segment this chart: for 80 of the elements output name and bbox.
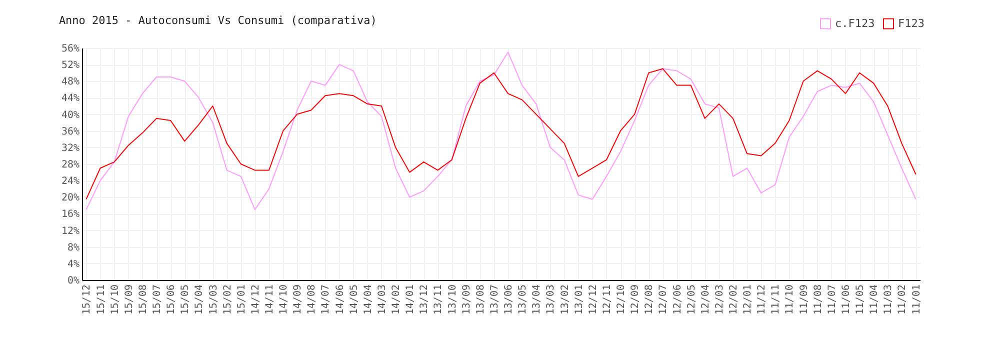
legend-label: F123 — [898, 16, 924, 30]
x-tick-label: 11/08 — [812, 284, 824, 315]
x-tick-label: 11/01 — [911, 284, 922, 315]
x-tick-label: 14/05 — [348, 284, 360, 315]
x-tick-label: 15/05 — [180, 284, 192, 315]
x-tick-label: 13/01 — [574, 284, 585, 315]
y-tick-label: 16% — [61, 209, 80, 220]
x-tick-label: 15/04 — [194, 284, 206, 315]
x-tick-label: 14/06 — [334, 284, 346, 315]
x-tick-label: 13/06 — [504, 284, 515, 315]
x-tick-label: 15/09 — [124, 284, 135, 315]
x-tick-label: 13/10 — [447, 284, 458, 315]
x-tick-label: 13/11 — [433, 284, 444, 315]
line-series — [86, 52, 916, 210]
x-tick-label: 12/12 — [588, 284, 599, 315]
line-series — [86, 68, 916, 200]
x-tick-label: 14/03 — [376, 284, 388, 315]
x-tick-label: 13/09 — [461, 284, 472, 315]
x-tick-label: 13/07 — [489, 284, 500, 315]
x-tick-label: 13/04 — [532, 284, 543, 315]
y-tick-label: 20% — [61, 192, 80, 204]
x-tick-label: 12/09 — [630, 284, 642, 315]
y-tick-label: 36% — [61, 126, 80, 138]
x-tick-label: 12/06 — [672, 284, 684, 315]
x-tick-label: 14/09 — [292, 284, 304, 315]
x-tick-label: 15/07 — [152, 284, 164, 315]
x-tick-label: 13/12 — [419, 284, 430, 315]
y-tick-label: 0% — [67, 276, 80, 286]
y-tick-label: 28% — [61, 160, 80, 170]
x-tick-label: 14/07 — [320, 284, 332, 315]
y-tick-label: 40% — [61, 110, 80, 121]
x-tick-label: 12/01 — [742, 284, 754, 315]
x-tick-label: 11/10 — [784, 284, 796, 315]
x-tick-label: 12/04 — [700, 284, 712, 315]
x-tick-label: 12/11 — [602, 284, 613, 315]
x-tick-label: 15/11 — [96, 284, 107, 315]
x-tick-label: 13/02 — [560, 284, 571, 315]
chart-title: Anno 2015 - Autoconsumi Vs Consumi (comparativa) — [58, 14, 377, 27]
x-tick-label: 12/05 — [686, 284, 698, 315]
x-tick-label: 12/07 — [658, 284, 670, 315]
x-tick-label: 12/08 — [644, 284, 656, 315]
y-tick-label: 32% — [61, 142, 80, 154]
x-tick-label: 11/11 — [770, 284, 782, 315]
x-tick-label: 14/08 — [306, 284, 318, 315]
y-tick-label: 12% — [61, 226, 80, 237]
x-tick-label: 15/10 — [110, 284, 121, 315]
x-tick-label: 14/04 — [362, 284, 374, 315]
x-tick-label: 13/03 — [546, 284, 557, 315]
y-tick-label: 8% — [67, 242, 80, 254]
y-tick-label: 48% — [61, 76, 80, 88]
x-tick-label: 15/08 — [138, 284, 149, 315]
y-tick-label: 56% — [61, 44, 80, 54]
x-tick-label: 15/06 — [166, 284, 178, 315]
y-tick-label: 4% — [67, 258, 80, 270]
y-tick-label: 52% — [61, 60, 80, 72]
x-tick-label: 11/07 — [826, 284, 838, 315]
x-tick-label: 15/02 — [222, 284, 234, 315]
x-tick-label: 11/12 — [756, 284, 768, 315]
x-tick-label: 14/02 — [391, 284, 402, 315]
x-tick-label: 15/01 — [236, 284, 248, 315]
x-tick-label: 12/02 — [728, 284, 740, 315]
x-tick-label: 13/05 — [518, 284, 529, 315]
x-tick-label: 14/11 — [264, 284, 276, 315]
x-tick-label: 14/01 — [405, 284, 416, 315]
legend-label: c.F123 — [835, 16, 875, 30]
x-tick-label: 11/02 — [897, 284, 908, 315]
x-tick-label: 14/12 — [250, 284, 262, 315]
x-tick-label: 15/03 — [208, 284, 220, 315]
x-tick-label: 11/06 — [840, 284, 852, 315]
x-tick-label: 12/03 — [714, 284, 726, 315]
x-tick-label: 14/10 — [278, 284, 290, 315]
y-tick-label: 24% — [61, 176, 80, 188]
x-tick-label: 15/12 — [82, 284, 93, 315]
x-tick-label: 13/08 — [475, 284, 486, 315]
y-tick-label: 44% — [61, 93, 80, 104]
x-tick-label: 11/04 — [869, 284, 880, 315]
x-tick-label: 11/05 — [855, 284, 866, 315]
x-tick-label: 11/03 — [883, 284, 894, 315]
x-tick-label: 12/10 — [616, 284, 628, 315]
x-tick-label: 11/09 — [798, 284, 810, 315]
